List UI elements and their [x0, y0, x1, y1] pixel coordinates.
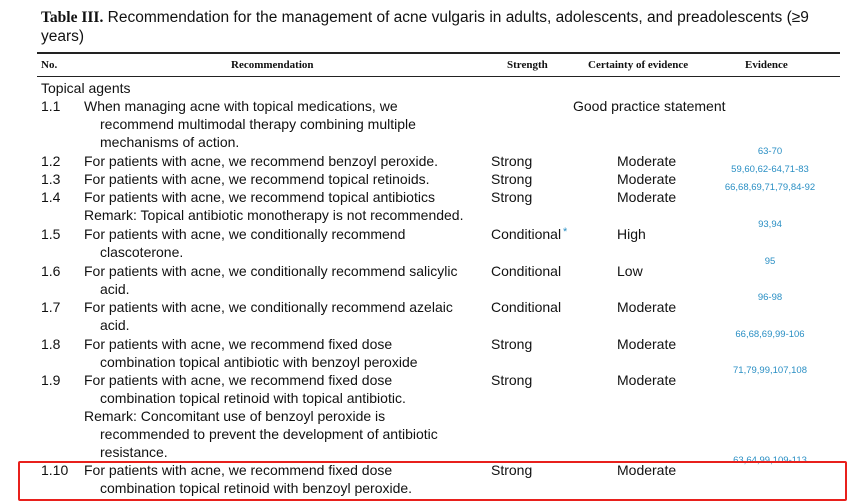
- recommendation-text: combination topical antibiotic with benz…: [100, 354, 418, 370]
- certainty-value: Moderate: [617, 372, 677, 388]
- header-recommendation: Recommendation: [231, 59, 314, 71]
- remark-text: Remark: Topical antibiotic monotherapy i…: [84, 207, 464, 223]
- recommendation-text: For patients with acne, we recommend top…: [84, 189, 435, 205]
- row-number: 1.8: [41, 336, 61, 352]
- strength-value: Strong: [491, 189, 533, 205]
- remark-text: recommended to prevent the development o…: [100, 426, 438, 442]
- recommendation-text: combination topical retinoid with topica…: [100, 390, 406, 406]
- strength-value: Strong: [491, 336, 533, 352]
- recommendation-text: For patients with acne, we conditionally…: [84, 299, 453, 315]
- remark-text: resistance.: [100, 444, 168, 460]
- evidence-references: 93,94: [758, 219, 782, 230]
- recommendation-text: mechanisms of action.: [100, 134, 240, 150]
- strength-value: Strong: [491, 171, 533, 187]
- evidence-references: 63-70: [757, 146, 783, 157]
- certainty-value: Moderate: [617, 299, 677, 315]
- certainty-value: Moderate: [617, 336, 677, 352]
- strength-value: Conditional: [491, 226, 562, 242]
- row-number: 1.7: [41, 299, 61, 315]
- strength-value: Strong: [491, 462, 533, 478]
- recommendation-text: recommend multimodal therapy combining m…: [100, 116, 416, 132]
- evidence-references: 66,68,69,99-106: [735, 329, 805, 340]
- recommendation-text: acid.: [100, 317, 130, 333]
- certainty-value: Moderate: [617, 171, 677, 187]
- certainty-value: Moderate: [617, 189, 677, 205]
- certainty-value: Moderate: [617, 462, 677, 478]
- strength-value: Conditional: [491, 299, 562, 315]
- recommendation-text: clascoterone.: [100, 244, 184, 260]
- certainty-value: Low: [617, 263, 643, 279]
- strength-value: Conditional: [491, 263, 562, 279]
- highlight-box: [18, 461, 847, 501]
- header-certainty: Certainty of evidence: [588, 59, 689, 71]
- good-practice-statement: Good practice statement: [573, 98, 726, 114]
- row-number: 1.5: [41, 226, 61, 242]
- header-strength: Strength: [507, 59, 548, 71]
- footnote-mark: *: [563, 226, 568, 238]
- recommendation-text: For patients with acne, we conditionally…: [84, 226, 406, 242]
- row-number: 1.10: [41, 462, 69, 478]
- row-number: 1.4: [41, 189, 61, 205]
- table-label: Table III.: [41, 9, 104, 26]
- recommendation-text: For patients with acne, we recommend fix…: [84, 336, 393, 352]
- evidence-references: 59,60,62-64,71-83: [731, 164, 809, 175]
- table-title: Table III. Recommendation for the manage…: [41, 8, 841, 46]
- evidence-references: 66,68,69,71,79,84-92: [724, 182, 816, 193]
- evidence-references: 63,64,99,109-113: [733, 455, 807, 466]
- table-caption: Recommendation for the management of acn…: [41, 9, 809, 45]
- row-number: 1.9: [41, 372, 61, 388]
- remark-text: Remark: Concomitant use of benzoyl perox…: [84, 408, 386, 424]
- recommendation-text: For patients with acne, we recommend fix…: [84, 372, 393, 388]
- header-rule: [37, 76, 840, 77]
- header-evidence: Evidence: [745, 59, 788, 71]
- recommendation-text: For patients with acne, we recommend top…: [84, 171, 430, 187]
- certainty-value: Moderate: [617, 153, 677, 169]
- recommendation-text: For patients with acne, we conditionally…: [84, 263, 458, 279]
- row-number: 1.2: [41, 153, 61, 169]
- recommendation-text: acid.: [100, 281, 130, 297]
- top-rule: [37, 52, 840, 54]
- evidence-references: 95: [764, 256, 776, 267]
- row-number: 1.1: [41, 98, 61, 114]
- section-topical-agents: Topical agents: [41, 80, 131, 96]
- recommendation-text: combination topical retinoid with benzoy…: [100, 480, 413, 496]
- row-number: 1.3: [41, 171, 61, 187]
- evidence-references: 71,79,99,107,108: [733, 365, 807, 376]
- certainty-value: High: [617, 226, 646, 242]
- strength-value: Strong: [491, 372, 533, 388]
- recommendation-text: When managing acne with topical medicati…: [84, 98, 398, 114]
- row-number: 1.6: [41, 263, 61, 279]
- recommendation-text: For patients with acne, we recommend fix…: [84, 462, 393, 478]
- evidence-references: 96-98: [757, 292, 783, 303]
- strength-value: Strong: [491, 153, 533, 169]
- recommendation-text: For patients with acne, we recommend ben…: [84, 153, 439, 169]
- header-no: No.: [41, 59, 58, 71]
